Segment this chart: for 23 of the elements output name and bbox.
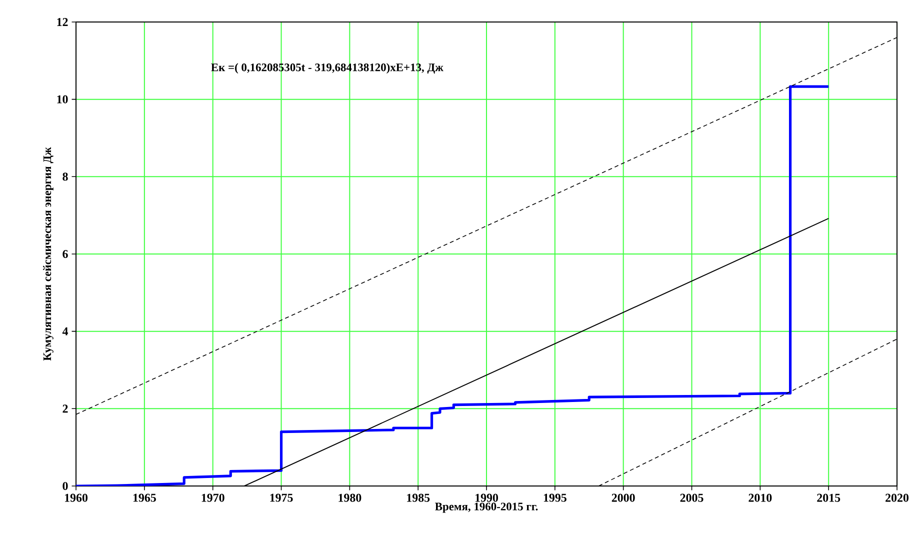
y-tick-label: 0: [62, 482, 68, 490]
x-tick-label: 1985: [407, 494, 430, 502]
x-tick-label: 1980: [338, 494, 362, 502]
y-tick-label: 4: [62, 327, 68, 336]
x-tick-label: 2015: [817, 494, 840, 502]
x-tick-label: 1960: [65, 494, 88, 502]
y-tick-label: 6: [62, 250, 68, 258]
y-axis-title: Кумулятивная сейсмическая энергия Дж: [43, 147, 54, 361]
y-tick-label: 10: [57, 95, 68, 104]
x-tick-label: 1965: [133, 494, 156, 502]
y-tick-label: 2: [62, 404, 68, 413]
x-tick-label: 1975: [270, 494, 293, 502]
x-tick-label: 2020: [886, 494, 908, 502]
x-tick-label: 2010: [748, 494, 772, 502]
y-tick-label: 8: [62, 172, 68, 181]
x-tick-label: 2005: [680, 494, 704, 502]
x-tick-label: 1970: [202, 494, 224, 502]
x-tick-label: 1990: [476, 494, 498, 502]
x-tick-label: 1995: [544, 494, 566, 502]
x-axis-title: Время, 1960-2015 гг.: [435, 502, 538, 513]
y-tick-label: 12: [57, 18, 68, 26]
line-series: [76, 85, 830, 486]
x-tick-label: 2000: [612, 494, 635, 502]
